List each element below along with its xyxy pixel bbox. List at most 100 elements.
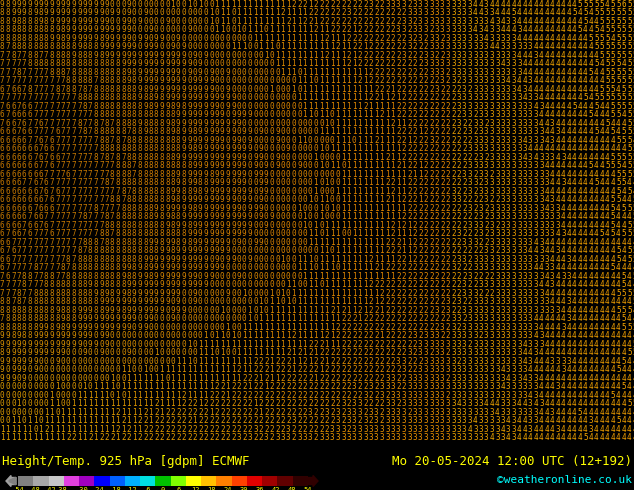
Text: 0: 0 [259, 289, 263, 298]
Text: 3: 3 [512, 195, 516, 204]
Text: 0: 0 [259, 263, 263, 272]
Text: 9: 9 [33, 0, 37, 9]
Text: 9: 9 [181, 110, 186, 119]
Text: 2: 2 [429, 348, 434, 357]
Text: 2: 2 [396, 246, 401, 255]
Text: 8: 8 [176, 136, 181, 145]
Text: 5: 5 [594, 178, 598, 187]
Text: 3: 3 [434, 433, 439, 442]
Text: 0: 0 [138, 0, 142, 9]
Text: 4: 4 [550, 314, 555, 323]
Text: 2: 2 [380, 85, 384, 94]
Text: 2: 2 [456, 306, 461, 315]
Text: 4: 4 [533, 399, 538, 408]
Text: 2: 2 [413, 102, 417, 111]
Text: 0: 0 [259, 255, 263, 264]
Text: 2: 2 [385, 331, 390, 340]
Text: 3: 3 [517, 306, 522, 315]
Text: 4: 4 [621, 246, 626, 255]
Text: 3: 3 [517, 161, 522, 170]
Text: 4: 4 [600, 187, 604, 196]
Text: 8: 8 [160, 93, 164, 102]
Text: 2: 2 [368, 34, 373, 43]
Text: 0: 0 [236, 76, 241, 85]
Text: 8: 8 [33, 59, 37, 68]
Text: 3: 3 [522, 238, 527, 247]
Text: 9: 9 [176, 59, 181, 68]
Text: 4: 4 [550, 76, 555, 85]
Text: 9: 9 [220, 144, 224, 153]
Text: 2: 2 [424, 85, 428, 94]
Text: 3: 3 [352, 425, 356, 434]
Text: 0: 0 [313, 204, 318, 213]
Text: 9: 9 [198, 102, 203, 111]
Text: 9: 9 [204, 246, 208, 255]
Text: 2: 2 [407, 272, 411, 281]
Text: 2: 2 [429, 102, 434, 111]
Text: 9: 9 [209, 178, 214, 187]
Text: 0: 0 [148, 348, 153, 357]
Text: 6: 6 [11, 204, 16, 213]
Text: 2: 2 [413, 212, 417, 221]
Text: 2: 2 [193, 425, 197, 434]
Text: 3: 3 [424, 348, 428, 357]
Text: 9: 9 [220, 178, 224, 187]
Text: 2: 2 [368, 68, 373, 77]
Text: 4: 4 [594, 229, 598, 238]
Text: 4: 4 [594, 357, 598, 366]
Text: 1: 1 [313, 238, 318, 247]
Text: 9: 9 [259, 170, 263, 179]
Text: 5: 5 [611, 204, 615, 213]
Text: 3: 3 [462, 102, 467, 111]
Text: 0: 0 [171, 34, 175, 43]
Text: 9: 9 [204, 153, 208, 162]
Text: 9: 9 [181, 238, 186, 247]
Text: 0: 0 [280, 187, 285, 196]
Text: 4: 4 [588, 433, 593, 442]
Text: 3: 3 [479, 314, 483, 323]
Text: 6: 6 [22, 204, 27, 213]
Text: 2: 2 [308, 416, 313, 425]
Text: 3: 3 [451, 76, 456, 85]
Text: 0: 0 [269, 229, 274, 238]
Text: 3: 3 [495, 102, 500, 111]
Text: 4: 4 [567, 246, 571, 255]
Text: 2: 2 [380, 374, 384, 383]
Text: 2: 2 [220, 399, 224, 408]
Text: 1: 1 [187, 365, 191, 374]
Text: 8: 8 [176, 161, 181, 170]
Text: 2: 2 [187, 416, 191, 425]
Text: 3: 3 [467, 416, 472, 425]
Text: 2: 2 [418, 229, 423, 238]
Text: 2: 2 [434, 255, 439, 264]
Text: 0: 0 [231, 76, 236, 85]
Text: 3: 3 [495, 255, 500, 264]
Text: 4: 4 [600, 297, 604, 306]
Text: 1: 1 [132, 391, 136, 400]
Text: 3: 3 [451, 59, 456, 68]
Text: 1: 1 [313, 34, 318, 43]
Text: 1: 1 [319, 331, 323, 340]
Text: 9: 9 [198, 238, 203, 247]
Text: 3: 3 [495, 17, 500, 26]
Text: 0: 0 [220, 34, 224, 43]
Text: 2: 2 [424, 297, 428, 306]
Text: 3: 3 [429, 382, 434, 391]
Text: 1: 1 [269, 314, 274, 323]
Text: 1: 1 [231, 331, 236, 340]
Text: 0: 0 [264, 127, 269, 136]
Text: 2: 2 [292, 408, 296, 417]
Text: 1: 1 [308, 297, 313, 306]
Text: 5: 5 [633, 17, 634, 26]
Text: 2: 2 [319, 340, 323, 349]
Text: 9: 9 [72, 51, 76, 60]
Text: 2: 2 [143, 425, 148, 434]
Text: 1: 1 [330, 314, 335, 323]
Text: 3: 3 [473, 17, 477, 26]
Text: 9: 9 [204, 195, 208, 204]
Text: 7: 7 [27, 289, 32, 298]
Text: 1: 1 [269, 0, 274, 9]
Text: 6: 6 [0, 195, 4, 204]
Text: 0: 0 [269, 187, 274, 196]
Text: 7: 7 [99, 195, 103, 204]
